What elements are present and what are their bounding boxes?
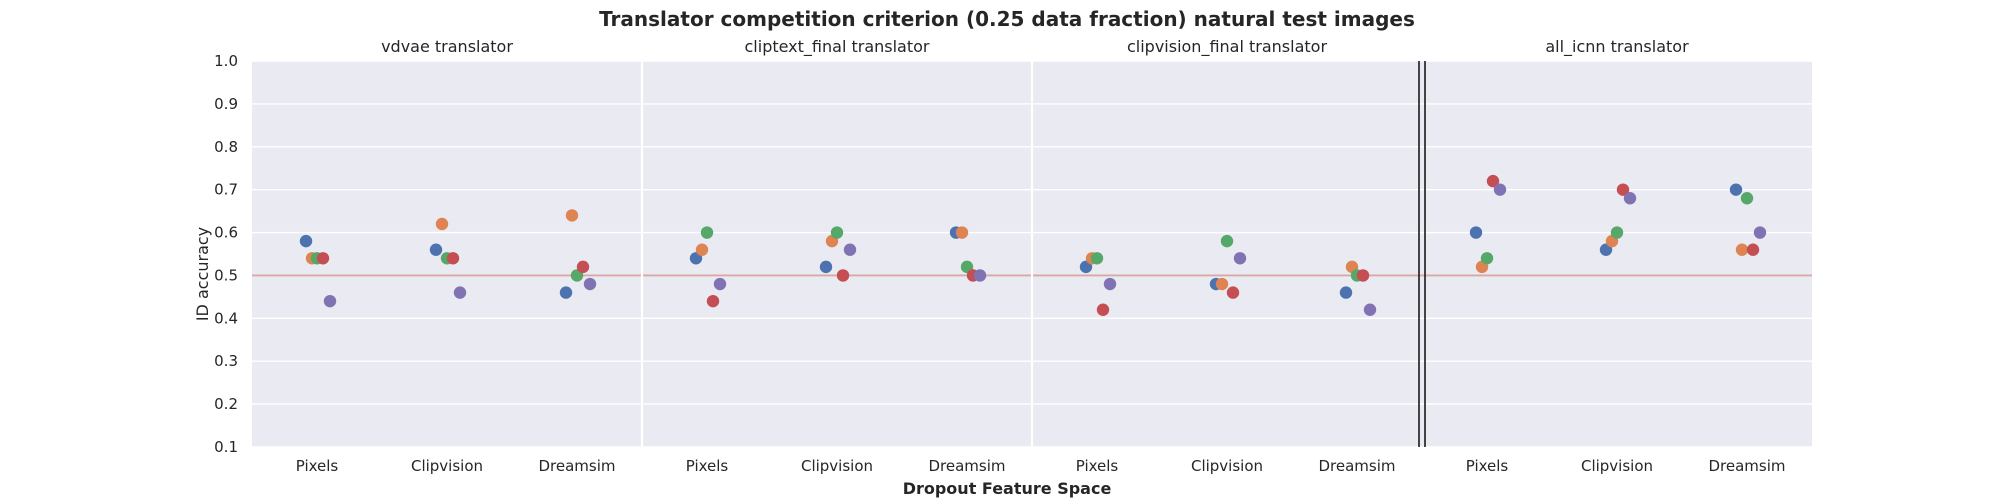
data-point xyxy=(560,286,572,298)
data-point xyxy=(1227,286,1239,298)
x-tick-label: Clipvision xyxy=(1191,457,1263,475)
data-point xyxy=(317,252,329,264)
data-point xyxy=(1221,235,1233,247)
data-point xyxy=(430,244,442,256)
y-tick-label: 0.2 xyxy=(214,395,238,413)
data-point xyxy=(831,226,843,238)
panel-title: clipvision_final translator xyxy=(1127,37,1327,57)
data-point xyxy=(844,244,856,256)
data-point xyxy=(1216,278,1228,290)
x-tick-label: Dreamsim xyxy=(928,457,1005,475)
x-tick-label: Dreamsim xyxy=(538,457,615,475)
x-tick-label: Dreamsim xyxy=(1318,457,1395,475)
data-point xyxy=(1470,226,1482,238)
data-point xyxy=(1104,278,1116,290)
data-point xyxy=(820,261,832,273)
data-point xyxy=(1097,304,1109,316)
data-point xyxy=(1730,183,1742,195)
data-point xyxy=(707,295,719,307)
data-point xyxy=(577,261,589,273)
x-tick-label: Pixels xyxy=(296,457,339,475)
y-tick-label: 0.8 xyxy=(214,138,238,156)
data-point xyxy=(714,278,726,290)
y-tick-label: 0.9 xyxy=(214,95,238,113)
data-point xyxy=(1747,244,1759,256)
data-point xyxy=(696,244,708,256)
x-axis-label: Dropout Feature Space xyxy=(903,479,1112,498)
data-point xyxy=(1611,226,1623,238)
y-tick-label: 1.0 xyxy=(214,52,238,70)
data-point xyxy=(584,278,596,290)
data-point xyxy=(447,252,459,264)
x-tick-label: Pixels xyxy=(686,457,729,475)
data-point xyxy=(1754,226,1766,238)
data-point xyxy=(1234,252,1246,264)
data-point xyxy=(1741,192,1753,204)
data-point xyxy=(837,269,849,281)
y-axis-label: ID accuracy xyxy=(193,227,212,321)
data-point xyxy=(1091,252,1103,264)
x-tick-label: Clipvision xyxy=(1581,457,1653,475)
panel-title: all_icnn translator xyxy=(1545,37,1689,57)
x-tick-label: Clipvision xyxy=(411,457,483,475)
data-point xyxy=(974,269,986,281)
data-point xyxy=(1494,183,1506,195)
x-tick-label: Pixels xyxy=(1076,457,1119,475)
data-point xyxy=(566,209,578,221)
y-tick-label: 0.3 xyxy=(214,352,238,370)
data-point xyxy=(1736,244,1748,256)
y-tick-label: 0.7 xyxy=(214,181,238,199)
data-point xyxy=(1481,252,1493,264)
data-point xyxy=(324,295,336,307)
y-tick-label: 0.5 xyxy=(214,266,238,284)
data-point xyxy=(1357,269,1369,281)
panel-title: vdvae translator xyxy=(381,37,513,56)
x-tick-label: Clipvision xyxy=(801,457,873,475)
data-point xyxy=(300,235,312,247)
data-point xyxy=(701,226,713,238)
x-tick-label: Dreamsim xyxy=(1708,457,1785,475)
x-tick-label: Pixels xyxy=(1466,457,1509,475)
data-point xyxy=(1340,286,1352,298)
chart-title: Translator competition criterion (0.25 d… xyxy=(599,7,1415,31)
data-point xyxy=(454,286,466,298)
y-tick-label: 0.6 xyxy=(214,224,238,242)
data-point xyxy=(1364,304,1376,316)
panel-title: cliptext_final translator xyxy=(745,37,930,57)
data-point xyxy=(436,218,448,230)
data-point xyxy=(1624,192,1636,204)
y-tick-label: 0.1 xyxy=(214,438,238,456)
y-tick-label: 0.4 xyxy=(214,309,238,327)
data-point xyxy=(956,226,968,238)
